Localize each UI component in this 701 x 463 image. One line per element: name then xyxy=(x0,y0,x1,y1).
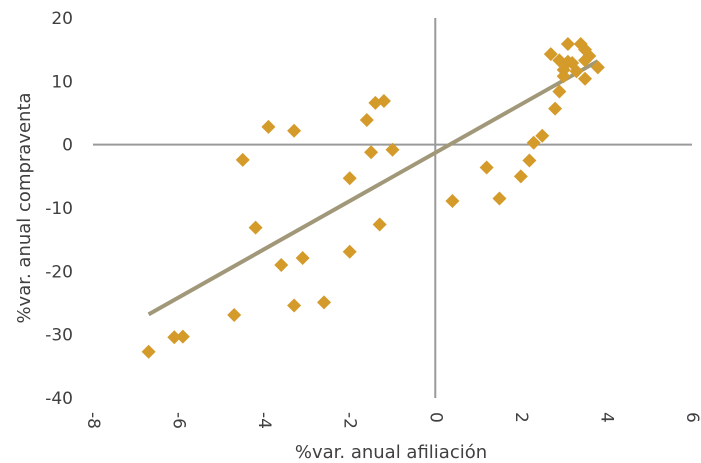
x-tick-label: -4 xyxy=(254,412,274,429)
data-point xyxy=(261,119,276,134)
y-tick-label: 0 xyxy=(62,136,73,156)
data-point xyxy=(167,330,182,345)
data-point xyxy=(513,169,528,184)
data-point xyxy=(552,84,567,99)
data-point xyxy=(526,135,541,150)
data-point xyxy=(578,71,593,86)
x-tick-label: -8 xyxy=(83,412,103,429)
x-tick-label: 0 xyxy=(425,412,445,423)
data-point xyxy=(295,251,310,266)
data-point xyxy=(287,123,302,138)
data-point xyxy=(376,93,391,108)
y-tick-label: -40 xyxy=(45,389,73,409)
x-tick-label: -6 xyxy=(169,412,189,429)
data-point xyxy=(342,244,357,259)
data-point xyxy=(569,64,584,79)
data-point xyxy=(479,160,494,175)
x-tick-label: 4 xyxy=(596,412,616,423)
data-point xyxy=(317,295,332,310)
data-point xyxy=(227,308,242,323)
y-tick-label: -20 xyxy=(45,262,73,282)
y-tick-label: 20 xyxy=(51,9,73,29)
data-point xyxy=(582,49,597,63)
trendline xyxy=(147,59,599,317)
trendline-layer xyxy=(147,59,599,317)
data-points-layer xyxy=(141,36,605,359)
y-tick-label: -10 xyxy=(45,199,73,219)
data-point xyxy=(492,191,507,206)
data-point xyxy=(556,69,571,84)
y-tick-label: 10 xyxy=(51,72,73,92)
data-point xyxy=(248,220,263,235)
data-point xyxy=(543,47,558,62)
y-tick-label: -30 xyxy=(45,326,73,346)
data-point xyxy=(548,101,563,116)
data-point xyxy=(342,171,357,186)
data-point xyxy=(535,128,550,143)
data-point xyxy=(385,142,400,157)
data-point xyxy=(364,145,379,160)
data-point xyxy=(175,329,190,344)
y-axis-title: %var. anual compraventa xyxy=(14,92,35,323)
data-point xyxy=(445,194,460,209)
data-point xyxy=(274,258,289,272)
x-axis-title: %var. anual afiliación xyxy=(295,442,487,463)
data-point xyxy=(590,60,605,75)
data-point xyxy=(235,152,250,167)
data-point xyxy=(359,112,374,127)
data-point xyxy=(141,344,156,359)
x-tick-label: 6 xyxy=(682,412,701,423)
x-tick-label: 2 xyxy=(511,412,531,423)
data-point xyxy=(522,153,537,168)
data-point xyxy=(287,298,302,313)
x-tick-label: -2 xyxy=(340,412,360,429)
data-point xyxy=(560,36,575,51)
data-point xyxy=(372,217,387,232)
